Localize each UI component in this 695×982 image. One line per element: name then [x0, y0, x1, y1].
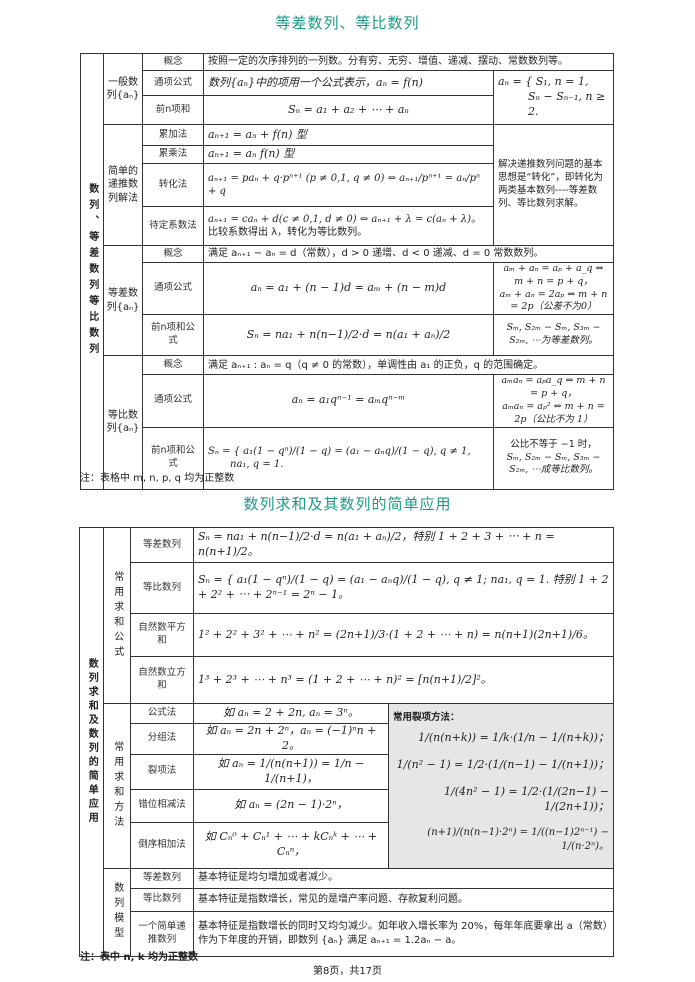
row-label: 等差数列 [130, 527, 194, 563]
formula: na₁, q = 1. [230, 459, 284, 470]
formula: aₙ₊₁ = aₙ + f(n) 型 [203, 124, 494, 146]
general-group: 一般数列{aₙ} [103, 53, 143, 125]
row-label: 一个简单递推数列 [130, 910, 194, 957]
row-label: 分组法 [130, 723, 194, 755]
formula: 如 Cₙ⁰ + Cₙ¹ + ⋯ + kCₙᵏ + ⋯ + Cₙⁿ， [193, 821, 389, 869]
formula: Sₙ = { a₁(1 − qⁿ)/(1 − q) = (a₁ − aₙq)/(… [193, 562, 614, 614]
model-group: 数列模型 [103, 867, 131, 957]
cell-text: 公比不等于 −1 时， [510, 438, 597, 450]
section-title-2: 数列求和及其数列的简单应用 [243, 495, 452, 513]
cell-text: 基本特征是指数增长，常见的是增产率问题、存款复利问题。 [193, 887, 614, 912]
formula-cell: aₙ = { S₁, n = 1, Sₙ − Sₙ₋₁, n ≥ 2. [493, 70, 614, 125]
cell-text: 基本特征是指数增长的同时又均匀减少。如年收入增长率为 20%，每年年底要拿出 a… [193, 910, 614, 957]
formula: 1/(4n² − 1) = 1/2·(1/(2n−1) − 1/(2n+1))； [444, 784, 609, 813]
formula: aₘ + aₙ = aₚ + a_q ⇔ m + n = p + q， [503, 263, 604, 287]
formula: Sₙ = na₁ + n(n−1)/2·d = n(a₁ + aₙ)/2，特别 … [193, 527, 614, 563]
formula: aₙ₊₁ = caₙ + d(c ≠ 0,1, d ≠ 0) ⇔ aₙ₊₁ + … [208, 213, 482, 225]
formula: 1² + 2² + 3² + ⋯ + n² = (2n+1)/3·(1 + 2 … [193, 613, 614, 657]
formula: aₙ = { S₁, n = 1, [498, 75, 589, 89]
cell-text: 满足 aₙ₊₁ − aₙ = d（常数），d > 0 递增、d < 0 递减、d… [203, 245, 614, 263]
row-label: 错位相减法 [130, 788, 194, 823]
formula: 1³ + 2³ + ⋯ + n³ = (1 + 2 + ⋯ + n)² = [n… [193, 656, 614, 704]
formula-cell: 公比不等于 −1 时， Sₘ, S₂ₘ − Sₘ, S₃ₘ − S₂ₘ, ⋯成等比… [493, 426, 614, 490]
formula: aₙ = a₁ + (n − 1)d = aₘ + (n − m)d [203, 261, 494, 316]
row-label: 公式法 [130, 703, 194, 724]
formula: (n+1)/(n(n−1)·2ⁿ) = 1/((n−1)2ⁿ⁻¹) − 1/(n… [427, 827, 609, 852]
formula: aₘaₙ = aₚ² ⇔ m + n = 2p（公比不为 1） [502, 400, 605, 425]
formula: aₘ + aₙ = 2aₚ ⇔ m + n = 2p（公差不为0） [499, 288, 608, 313]
formula: 如 aₙ = 2 + 2n, aₙ = 3ⁿ。 [193, 703, 389, 724]
formula: 如 aₙ = 2n + 2ⁿ，aₙ = (−1)ⁿn + 2。 [193, 723, 389, 755]
formula: Sₙ = na₁ + n(n−1)/2·d = n(a₁ + aₙ)/2 [203, 314, 494, 357]
formula: 如 aₙ = (2n − 1)·2ⁿ， [193, 788, 389, 823]
row-label: 概念 [142, 53, 204, 71]
sum-group: 常用求和公式 [103, 527, 131, 704]
row-label: 裂项法 [130, 753, 194, 790]
main-label: 数列、等差数列等比数列 [80, 53, 104, 490]
row-label: 待定系数法 [142, 206, 204, 246]
row-label: 等比数列 [130, 562, 194, 614]
formula: Sₙ − Sₙ₋₁, n ≥ 2. [528, 90, 606, 118]
formula: Sₘ, S₂ₘ − Sₘ, S₃ₘ − S₂ₘ, ⋯为等差数列。 [493, 314, 614, 357]
cell-text: 解决递推数列问题的基本思想是“转化”，即转化为两类基本数列----等差数列、等比… [493, 124, 614, 246]
row-label: 自然数立方和 [130, 656, 194, 704]
row-label: 概念 [142, 245, 204, 263]
formula-cell: Sₙ = { a₁(1 − qⁿ)/(1 − q) = (a₁ − aₙq)/(… [203, 426, 494, 490]
formula-cell: aₘaₙ = aₚa_q ⇔ m + n = p + q， aₘaₙ = aₚ² … [493, 374, 614, 428]
main-label: 数列求和及数列的简单应用 [79, 527, 104, 957]
row-label: 前n项和公式 [142, 314, 204, 357]
table-summation: 数列求和及数列的简单应用 常用求和公式 等差数列 Sₙ = na₁ + n(n−… [79, 527, 614, 957]
formula: aₙ = a₁qⁿ⁻¹ = aₘqⁿ⁻ᵐ [203, 374, 494, 428]
section-title-1: 等差数列、等比数列 [275, 14, 420, 32]
formula-cell: aₘ + aₙ = aₚ + a_q ⇔ m + n = p + q， aₘ + … [493, 261, 614, 316]
row-label: 等比数列 [130, 887, 194, 912]
method-group: 常用求和方法 [103, 703, 131, 869]
formula: aₙ₊₁ = aₙ f(n) 型 [203, 145, 494, 164]
row-label: 概念 [142, 355, 204, 376]
geom-group: 等比数列{aₙ} [103, 355, 143, 490]
split-methods-panel: 常用裂项方法： 1/(n(n+k)) = 1/k·(1/n − 1/(n+k))… [388, 703, 614, 869]
page-footer: 第8页，共17页 [312, 966, 383, 977]
formula: 1/(n(n+k)) = 1/k·(1/n − 1/(n+k))； [418, 731, 609, 745]
cell-text: 基本特征是均匀增加或者减少。 [193, 867, 614, 889]
formula: aₙ₊₁ = paₙ + q·pⁿ⁺¹ (p ≠ 0,1, q ≠ 0) ⇔ a… [203, 163, 494, 207]
formula: Sₙ = a₁ + a₂ + ⋯ + aₙ [203, 95, 494, 125]
row-label: 通项公式 [142, 70, 204, 96]
split-title: 常用裂项方法： [393, 712, 460, 724]
note-1: 注：表格中 m, n, p, q 均为正整数 [80, 473, 235, 484]
formula: 如 aₙ = 1/(n(n+1)) = 1/n − 1/(n+1)， [193, 753, 389, 790]
arith-group: 等差数列{aₙ} [103, 244, 143, 357]
cell-text: 比较系数得出 λ，转化为等比数列。 [208, 227, 368, 238]
row-label: 累加法 [142, 124, 204, 146]
note-2: 注：表中 n, k 均为正整数 [80, 952, 199, 963]
formula-cell: aₙ₊₁ = caₙ + d(c ≠ 0,1, d ≠ 0) ⇔ aₙ₊₁ + … [203, 206, 494, 246]
recursive-group: 简单的递推数列解法 [103, 124, 143, 246]
row-label: 倒序相加法 [130, 821, 194, 869]
row-label: 通项公式 [142, 374, 204, 428]
table-arithmetic-geometric: 数列、等差数列等比数列 一般数列{aₙ} 概念 按照一定的次序排列的一列数。分有… [80, 53, 614, 490]
cell-text: 满足 aₙ₊₁ : aₙ = q（q ≠ 0 的常数），单调性由 a₁ 的正负，… [203, 355, 614, 376]
formula: Sₙ = { a₁(1 − qⁿ)/(1 − q) = (a₁ − aₙq)/(… [208, 445, 471, 457]
row-label: 累乘法 [142, 145, 204, 164]
row-label: 自然数平方和 [130, 613, 194, 657]
row-label: 等差数列 [130, 867, 194, 889]
formula: 数列{aₙ}中的项用一个公式表示，aₙ = f(n) [203, 70, 494, 96]
row-label: 通项公式 [142, 261, 204, 316]
row-label: 转化法 [142, 163, 204, 207]
formula: Sₘ, S₂ₘ − Sₘ, S₃ₘ − S₂ₘ, ⋯成等比数列。 [506, 451, 601, 476]
formula: aₘaₙ = aₚa_q ⇔ m + n = p + q， [501, 375, 606, 400]
cell-text: 按照一定的次序排列的一列数。分有穷、无穷、增值、递减、摆动、常数数列等。 [203, 53, 614, 71]
row-label: 前n项和 [142, 95, 204, 125]
formula: 1/(n² − 1) = 1/2·(1/(n−1) − 1/(n+1))； [396, 757, 609, 771]
